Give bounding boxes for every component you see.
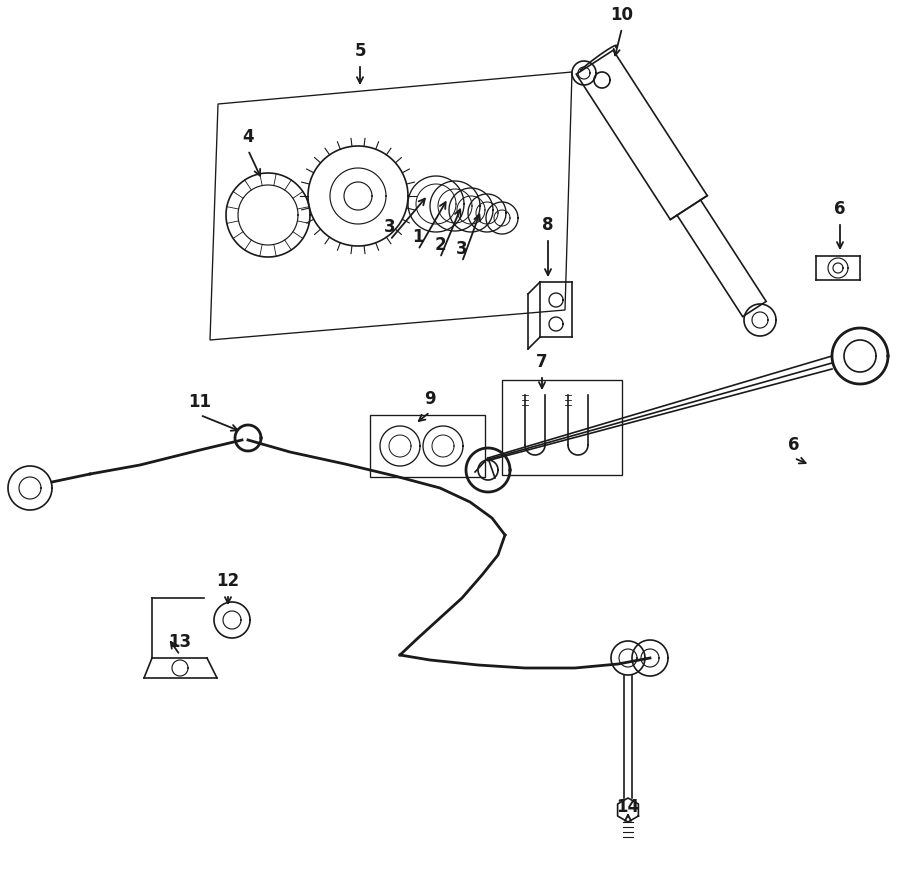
Text: 14: 14 — [616, 798, 640, 816]
Text: 6: 6 — [788, 436, 800, 454]
Text: 9: 9 — [424, 390, 436, 408]
Bar — [370, 415, 485, 477]
Text: 3: 3 — [384, 218, 396, 236]
Text: 1: 1 — [412, 228, 424, 246]
Text: 4: 4 — [242, 128, 254, 146]
Text: 6: 6 — [834, 200, 846, 218]
Text: 8: 8 — [542, 216, 554, 234]
Bar — [502, 380, 622, 475]
Text: 11: 11 — [188, 393, 212, 411]
Text: 2: 2 — [434, 236, 446, 254]
Text: 13: 13 — [168, 633, 192, 651]
Text: 3: 3 — [456, 240, 468, 258]
Text: 7: 7 — [536, 353, 548, 371]
Text: 5: 5 — [355, 42, 365, 60]
Text: 12: 12 — [216, 572, 239, 590]
Text: 10: 10 — [610, 6, 634, 24]
